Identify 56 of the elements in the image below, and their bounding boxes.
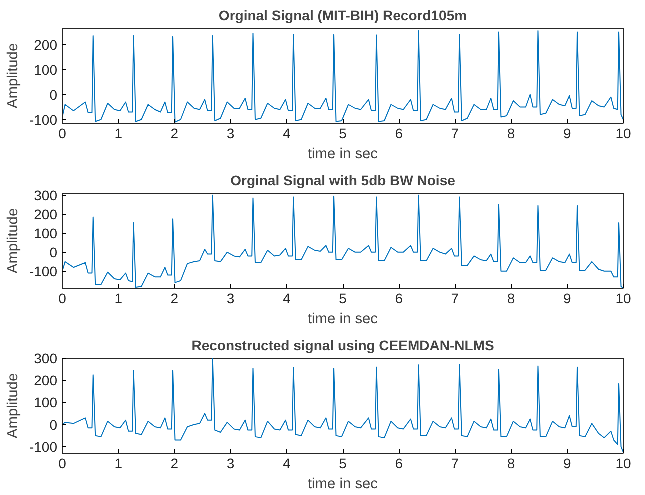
y-axis-title: Amplitude bbox=[5, 373, 22, 439]
y-tick-label: 0 bbox=[50, 86, 58, 103]
x-tick-label: 4 bbox=[283, 290, 292, 306]
y-tick-label: 200 bbox=[34, 206, 58, 222]
x-tick-label: 1 bbox=[114, 456, 123, 472]
x-tick-label: 9 bbox=[564, 290, 572, 306]
y-axis-title: Amplitude bbox=[5, 43, 22, 109]
x-tick-label: 2 bbox=[170, 456, 179, 472]
line-series bbox=[62, 358, 624, 453]
x-tick-label: 10 bbox=[616, 456, 632, 472]
x-tick-label: 10 bbox=[616, 290, 632, 306]
x-axis-title: time in sec bbox=[308, 146, 378, 162]
x-tick-label: 6 bbox=[395, 290, 404, 306]
y-tick-label: -100 bbox=[29, 112, 58, 128]
x-tick-label: 4 bbox=[283, 456, 292, 472]
x-tick-label: 8 bbox=[507, 290, 516, 306]
y-tick-label: 0 bbox=[50, 244, 58, 260]
x-tick-label: 6 bbox=[395, 456, 404, 472]
x-tick-label: 2 bbox=[170, 126, 179, 142]
x-tick-label: 8 bbox=[507, 456, 516, 472]
x-tick-label: 1 bbox=[114, 290, 123, 306]
y-tick-label: 200 bbox=[34, 36, 58, 53]
y-tick-label: -100 bbox=[29, 263, 58, 280]
chart-title: Orginal Signal (MIT-BIH) Record105m bbox=[218, 8, 468, 24]
y-tick-label: 300 bbox=[34, 187, 58, 204]
x-tick-label: 7 bbox=[451, 290, 460, 306]
x-tick-label: 7 bbox=[451, 126, 460, 142]
chart-title: Reconstructed signal using CEEMDAN-NLMS bbox=[192, 338, 494, 354]
y-tick-label: 100 bbox=[34, 394, 58, 411]
y-tick-label: 100 bbox=[34, 62, 58, 78]
x-axis-title: time in sec bbox=[308, 476, 378, 492]
y-tick-label: 100 bbox=[34, 225, 58, 242]
y-tick-label: -100 bbox=[29, 438, 58, 455]
chart-title: Orginal Signal with 5db BW Noise bbox=[230, 172, 456, 188]
x-tick-label: 6 bbox=[395, 126, 404, 142]
x-tick-label: 3 bbox=[226, 290, 235, 306]
x-tick-label: 9 bbox=[564, 126, 572, 142]
x-tick-label: 5 bbox=[339, 456, 348, 472]
y-tick-label: 0 bbox=[50, 416, 58, 433]
y-axis-title: Amplitude bbox=[5, 208, 22, 274]
line-series bbox=[62, 194, 624, 288]
x-tick-label: 8 bbox=[507, 126, 516, 142]
x-tick-label: 1 bbox=[114, 126, 123, 142]
x-tick-label: 3 bbox=[226, 456, 235, 472]
x-tick-label: 7 bbox=[451, 456, 460, 472]
y-tick-label: 300 bbox=[34, 350, 58, 366]
line-series bbox=[62, 30, 624, 123]
x-tick-label: 5 bbox=[339, 126, 348, 142]
x-tick-label: 5 bbox=[339, 290, 348, 306]
x-tick-label: 3 bbox=[226, 126, 235, 142]
x-axis-title: time in sec bbox=[308, 312, 378, 328]
x-tick-label: 10 bbox=[616, 126, 632, 142]
y-tick-label: 200 bbox=[34, 372, 58, 389]
x-tick-label: 4 bbox=[283, 126, 292, 142]
x-tick-label: 2 bbox=[170, 290, 179, 306]
x-tick-label: 9 bbox=[564, 456, 572, 472]
